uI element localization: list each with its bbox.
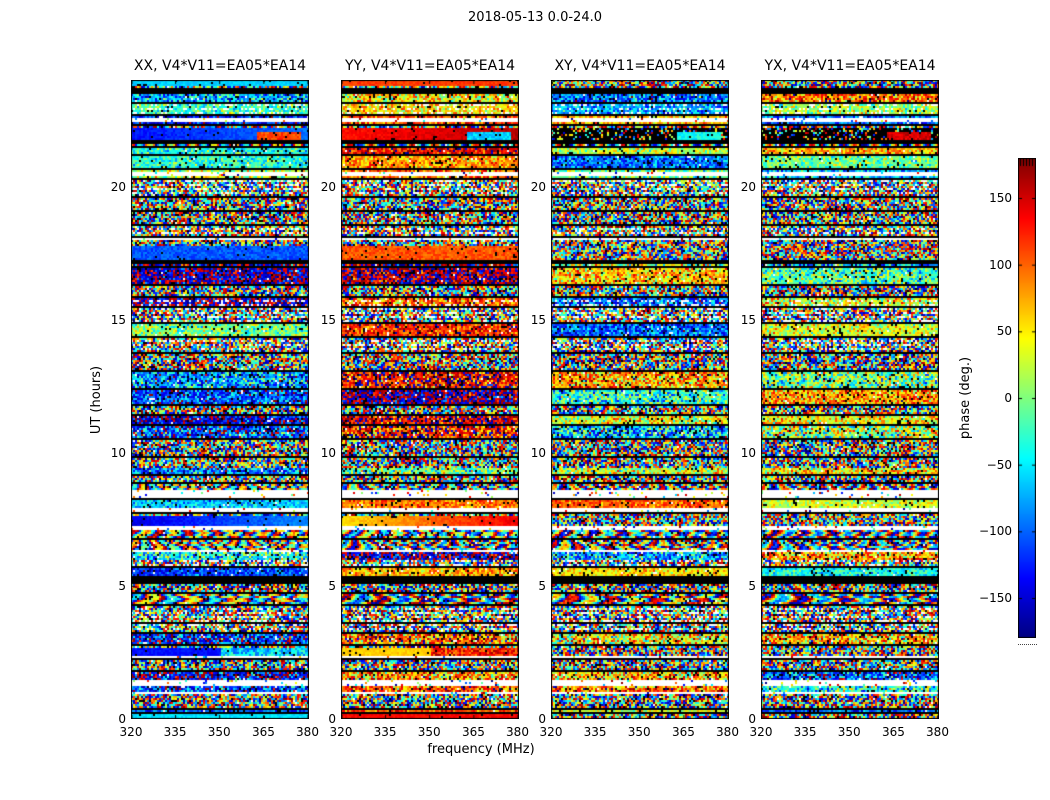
x-tick-label: 380 — [296, 725, 319, 739]
heatmap-canvas-yx — [761, 80, 939, 719]
y-tick-label: 10 — [110, 445, 126, 460]
heatmap-canvas-xy — [551, 80, 729, 719]
y-tick-label: 5 — [538, 578, 546, 593]
x-tick-label: 350 — [207, 725, 231, 739]
x-tick-label: 350 — [627, 725, 651, 739]
x-tick-label: 365 — [251, 725, 275, 739]
x-tick-label: 335 — [583, 725, 607, 739]
x-tick-label: 350 — [417, 725, 441, 739]
y-tick-label: 0 — [118, 712, 126, 726]
subplot-title-xx: XX, V4*V11=EA05*EA14 — [133, 58, 307, 74]
colorbar-tick-label: 50 — [996, 324, 1012, 339]
y-tick-label: 0 — [328, 712, 336, 726]
colorbar-tick-label: −100 — [979, 524, 1012, 539]
colorbar — [1018, 158, 1036, 638]
x-tick-label: 320 — [329, 725, 353, 739]
y-tick-label: 15 — [740, 312, 756, 327]
colorbar-tick-label: −150 — [979, 591, 1012, 605]
x-tick-label: 320 — [119, 725, 143, 739]
y-tick-label: 0 — [748, 712, 756, 726]
y-tick-label: 15 — [320, 312, 336, 327]
colorbar-tick-label: 150 — [989, 191, 1012, 205]
y-tick-label: 10 — [740, 445, 756, 460]
x-tick-label: 365 — [671, 725, 695, 739]
subplot-title-yy: YY, V4*V11=EA05*EA14 — [344, 58, 516, 74]
heatmap-canvas-xx — [131, 80, 309, 719]
x-tick-label: 380 — [716, 725, 739, 739]
x-tick-label: 365 — [461, 725, 485, 739]
x-tick-label: 380 — [926, 725, 949, 739]
subplot-title-yx: YX, V4*V11=EA05*EA14 — [764, 58, 936, 74]
y-tick-label: 15 — [110, 312, 126, 327]
y-tick-label: 20 — [740, 179, 756, 194]
y-tick-label: 10 — [530, 445, 546, 460]
colorbar-under-marker — [1018, 644, 1037, 645]
colorbar-tick-label: −50 — [986, 457, 1012, 472]
x-tick-label: 335 — [163, 725, 187, 739]
x-tick-label: 380 — [506, 725, 529, 739]
y-tick-label: 20 — [530, 179, 546, 194]
heatmap-canvas-yy — [341, 80, 519, 719]
x-tick-label: 320 — [749, 725, 773, 739]
subplot-title-xy: XY, V4*V11=EA05*EA14 — [554, 58, 726, 74]
x-tick-label: 335 — [793, 725, 817, 739]
x-tick-label: 335 — [373, 725, 397, 739]
y-tick-label: 5 — [328, 578, 336, 593]
y-axis-label: UT (hours) — [89, 365, 104, 435]
x-tick-label: 350 — [837, 725, 861, 739]
y-tick-label: 0 — [538, 712, 546, 726]
x-tick-label: 320 — [539, 725, 563, 739]
colorbar-tick-label: 100 — [989, 257, 1012, 272]
y-tick-label: 5 — [118, 578, 126, 593]
y-tick-label: 20 — [320, 179, 336, 194]
y-tick-label: 5 — [748, 578, 756, 593]
x-tick-label: 365 — [881, 725, 905, 739]
figure-title: 2018-05-13 0.0-24.0 — [468, 10, 602, 25]
y-tick-label: 15 — [530, 312, 546, 327]
colorbar-tick-label: 0 — [1004, 391, 1012, 405]
y-tick-label: 10 — [320, 445, 336, 460]
y-tick-label: 20 — [110, 179, 126, 194]
x-axis-label: frequency (MHz) — [427, 742, 535, 757]
